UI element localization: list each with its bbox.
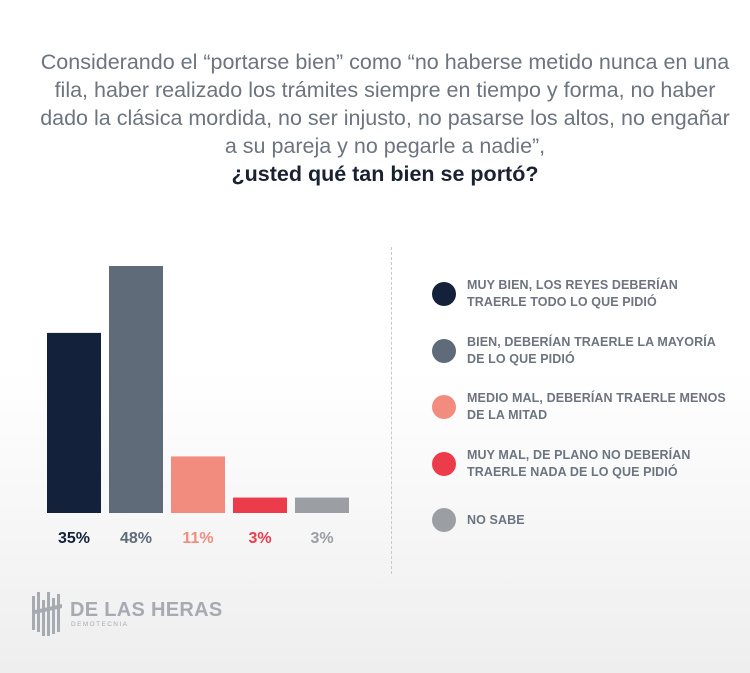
bar-chart: 35% 48% 11% 3% 3% bbox=[47, 266, 349, 547]
bar-5 bbox=[295, 497, 349, 513]
bar-1 bbox=[47, 332, 101, 513]
brand-subtitle: DEMOTECNIA bbox=[71, 621, 129, 628]
legend-label: MUY MAL, DE PLANO NO DEBERÍAN TRAERLE NA… bbox=[467, 447, 691, 479]
question-text: Considerando el “portarse bien” como “no… bbox=[40, 50, 730, 158]
legend-swatch bbox=[432, 282, 456, 306]
bar-2 bbox=[109, 266, 163, 513]
legend-item: MUY MAL, DE PLANO NO DEBERÍAN TRAERLE NA… bbox=[432, 447, 732, 481]
legend-label: NO SABE bbox=[467, 512, 525, 527]
question-emphasis: ¿usted qué tan bien se portó? bbox=[231, 162, 539, 186]
legend-swatch bbox=[432, 338, 456, 363]
bar-value-label-1: 35% bbox=[58, 530, 90, 547]
legend-label: BIEN, DEBERÍAN TRAERLE LA MAYORÍA DE LO … bbox=[467, 334, 716, 366]
bar-4 bbox=[233, 497, 287, 513]
chart-legend: MUY BIEN, LOS REYES DEBERÍAN TRAERLE TOD… bbox=[432, 277, 732, 560]
bar-value-label-5: 3% bbox=[310, 530, 333, 547]
legend-swatch bbox=[432, 395, 456, 419]
legend-swatch bbox=[432, 508, 456, 532]
bar-value-label-3: 11% bbox=[182, 530, 213, 547]
survey-question: Considerando el “portarse bien” como “no… bbox=[40, 48, 730, 188]
chart-divider bbox=[391, 247, 392, 574]
bar-value-label-2: 48% bbox=[120, 530, 152, 547]
bar-3 bbox=[171, 456, 225, 513]
legend-item: BIEN, DEBERÍAN TRAERLE LA MAYORÍA DE LO … bbox=[432, 334, 732, 368]
legend-item: MUY BIEN, LOS REYES DEBERÍAN TRAERLE TOD… bbox=[432, 277, 732, 311]
legend-item: NO SABE bbox=[432, 503, 732, 537]
brand-logo-icon bbox=[32, 592, 62, 636]
legend-swatch bbox=[432, 451, 456, 476]
brand-name: DE LAS HERAS bbox=[70, 599, 223, 621]
legend-label: MEDIO MAL, DEBERÍAN TRAERLE MENOS DE LA … bbox=[467, 391, 726, 422]
legend-item: MEDIO MAL, DEBERÍAN TRAERLE MENOS DE LA … bbox=[432, 390, 732, 424]
legend-label: MUY BIEN, LOS REYES DEBERÍAN TRAERLE TOD… bbox=[467, 278, 678, 309]
brand-logo: DE LAS HERAS DEMOTECNIA bbox=[32, 590, 223, 638]
bar-value-label-4: 3% bbox=[248, 530, 271, 547]
